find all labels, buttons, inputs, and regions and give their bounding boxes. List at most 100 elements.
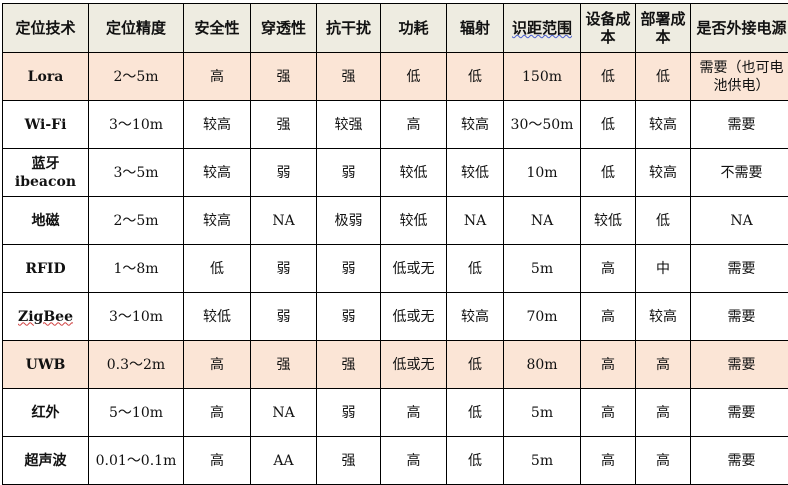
table-cell: 强 [316,436,381,485]
technology-name-cell: Lora [2,52,89,101]
table-cell: 低 [446,52,504,101]
table-cell: 低 [380,52,447,101]
table-cell: 高 [580,436,636,485]
table-cell: 较高 [183,196,251,245]
table-cell: 高 [183,388,251,437]
table-cell: 低 [446,388,504,437]
table-cell: 高 [380,100,447,149]
table-cell: 2～5m [88,196,184,245]
table-row: 超声波 0.01～0.1m 高 AA 强高低 5m 高高需要 [2,436,788,485]
technology-name-cell: 红外 [2,388,89,437]
table-cell: 较高 [183,100,251,149]
table-cell: 较低 [380,148,447,197]
table-cell: NA [250,196,317,245]
table-row: 蓝牙ibeacon 3～5m 较高弱弱较低 较低 10m 低较高 不需要 [2,148,788,197]
table-cell: 中 [635,244,691,293]
header-cell: 部署成本 [635,3,691,53]
table-cell: 需要 [690,292,788,341]
table-cell: 需要 [690,436,788,485]
table-cell: 强 [316,52,381,101]
table-cell: 需要 [690,244,788,293]
table-cell: 3～10m [88,100,184,149]
table-cell: 较高 [446,292,504,341]
table-cell: 较低 [380,196,447,245]
table-row: UWB 0.3～2m 高强强低或无低 80m 高高需要 [2,340,788,389]
table-cell: 0.3～2m [88,340,184,389]
table-cell: 极弱 [316,196,381,245]
table-cell: 2～5m [88,52,184,101]
table-cell: 0.01～0.1m [88,436,184,485]
header-cell: 定位技术 [2,3,89,53]
table-cell: 5m [503,436,581,485]
table-cell: NA [250,388,317,437]
header-cell: 穿透性 [250,3,317,53]
table-cell: 弱 [316,292,381,341]
table-cell: 需要 [690,340,788,389]
header-cell: 定位精度 [88,3,184,53]
table-cell: 10m [503,148,581,197]
header-cell: 安全性 [183,3,251,53]
table-cell: 低 [183,244,251,293]
table-cell: 低 [446,436,504,485]
technology-name-cell: UWB [2,340,89,389]
table-cell: 低或无 [380,292,447,341]
table-row: Wi-Fi 3～10m 较高强较强高较高 30～50m 低较高 需要 [2,100,788,149]
table-cell: 弱 [316,244,381,293]
header-row: 定位技术 定位精度 安全性 穿透性 抗干扰 功耗 辐射 识距范围 设备成本 部署… [2,3,788,53]
table-cell: NA [446,196,504,245]
table-cell: 3～5m [88,148,184,197]
header-cell: 抗干扰 [316,3,381,53]
table-cell: 高 [580,340,636,389]
table-cell: 强 [250,100,317,149]
table-cell: 5～10m [88,388,184,437]
table-cell: 1～8m [88,244,184,293]
table-cell: AA [250,436,317,485]
header-cell: 设备成本 [580,3,636,53]
table-cell: 较强 [316,100,381,149]
table-cell: 低 [446,340,504,389]
table-cell: 高 [635,388,691,437]
table-cell: 弱 [250,292,317,341]
table-cell: 3～10m [88,292,184,341]
table-cell: 150m [503,52,581,101]
table-cell: 低 [635,52,691,101]
table-cell: 较低 [580,196,636,245]
table-cell: 弱 [250,244,317,293]
table-cell: 低 [580,148,636,197]
table-cell: 需要（也可电池供电） [690,52,788,101]
table-cell: 70m [503,292,581,341]
table-cell: 5m [503,388,581,437]
table-cell: 30～50m [503,100,581,149]
table-cell: 高 [580,244,636,293]
table-cell: 较高 [183,148,251,197]
technology-name-cell: 超声波 [2,436,89,485]
table-cell: NA [503,196,581,245]
table-cell: 较高 [635,148,691,197]
table-row: Lora 2～5m 高强强低低 150m 低低需要（也可电池供电） [2,52,788,101]
table-cell: 高 [580,292,636,341]
table-cell: 高 [380,436,447,485]
table-cell: 低 [446,244,504,293]
table-cell: 高 [183,52,251,101]
table-row: ZigBee 3～10m 较低弱弱低或无 较高 70m 高较高 需要 [2,292,788,341]
table-cell: 较高 [635,292,691,341]
table-cell: 较高 [446,100,504,149]
table-cell: 低或无 [380,244,447,293]
table-cell: 弱 [316,388,381,437]
positioning-technology-comparison-table: 定位技术 定位精度 安全性 穿透性 抗干扰 功耗 辐射 识距范围 设备成本 部署… [2,3,788,485]
technology-name-cell: 蓝牙ibeacon [2,148,89,197]
header-cell: 辐射 [446,3,504,53]
table-cell: 较低 [446,148,504,197]
table-cell: 较低 [183,292,251,341]
table-cell: 强 [250,52,317,101]
technology-name-cell: Wi-Fi [2,100,89,149]
technology-name-cell: RFID [2,244,89,293]
table-cell: 高 [183,436,251,485]
technology-name-cell: 地磁 [2,196,89,245]
table-cell: 较高 [635,100,691,149]
table-row: RFID 1～8m 低弱弱低或无低 5m 高中需要 [2,244,788,293]
table-row: 红外 5～10m 高 NA 弱高低 5m 高高需要 [2,388,788,437]
table-cell: 需要 [690,100,788,149]
table-cell: 5m [503,244,581,293]
table-cell: 需要 [690,388,788,437]
